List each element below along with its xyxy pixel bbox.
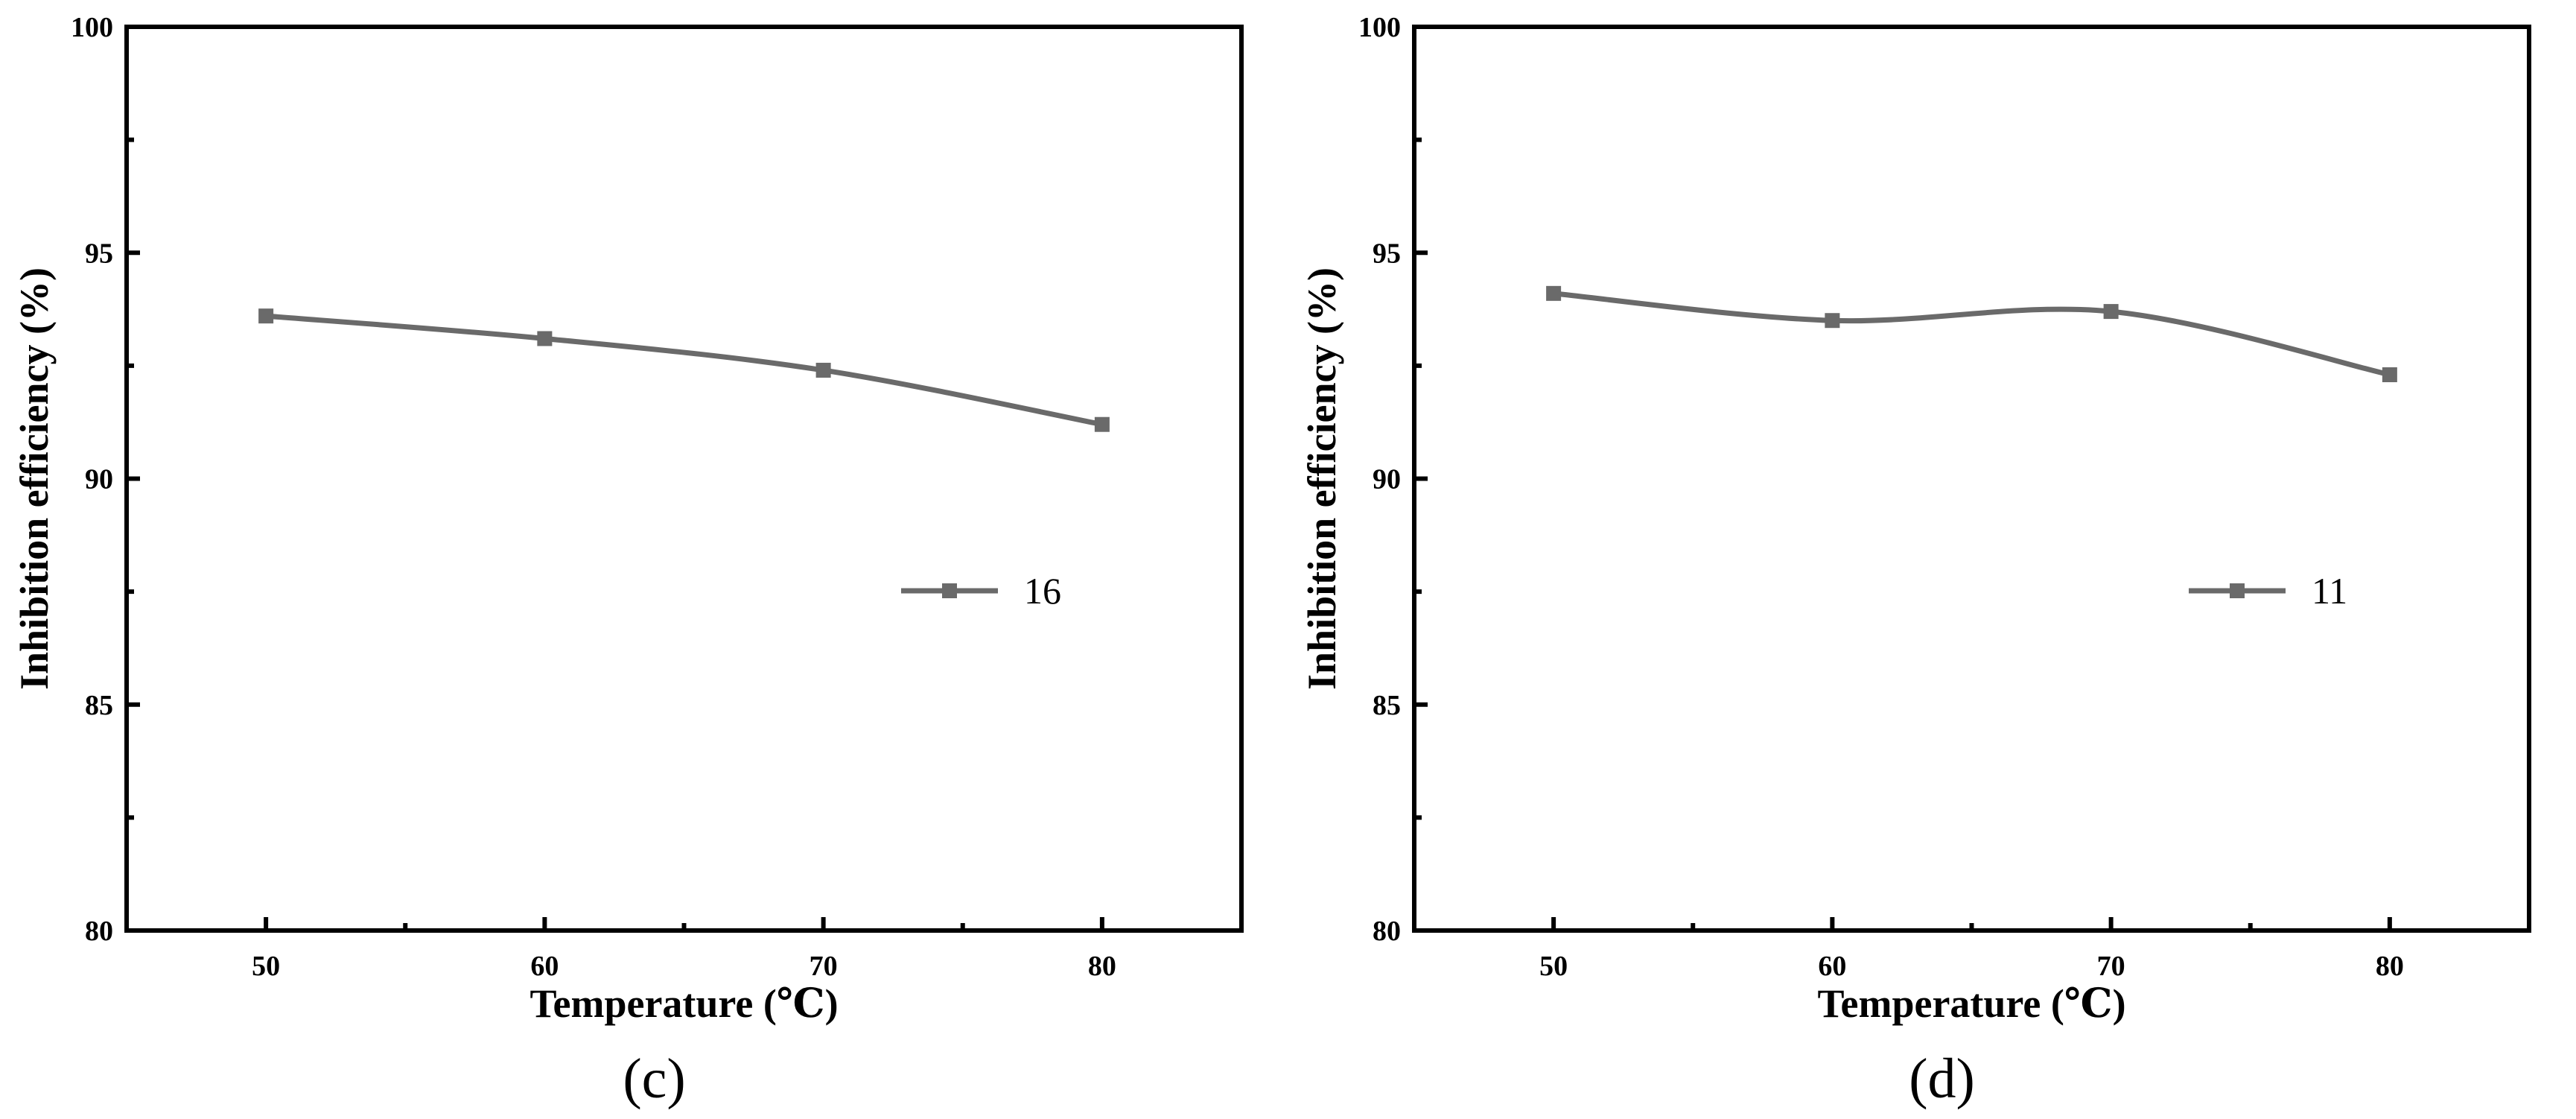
chart-1-panel-label: (d) (1909, 1047, 1975, 1110)
chart-0-legend-label: 16 (1024, 570, 1061, 612)
chart-1-ytick-label: 85 (1373, 690, 1401, 721)
chart-panel-d: 80 85 90 95 100 50 60 70 80 Temperature (℃) Inhibi… (1288, 0, 2575, 1119)
chart-0-ytick-label: 100 (71, 12, 113, 43)
chart-0-xtick-label: 80 (1088, 951, 1116, 982)
chart-0-y-axis-title: Inhibition efficiency (%) (12, 267, 57, 690)
chart-1-legend-marker (2230, 583, 2245, 598)
chart-0-data-point (258, 308, 274, 324)
chart-1-x-axis-title: Temperature (℃) (1817, 981, 2125, 1026)
chart-0-panel-label: (c) (623, 1047, 685, 1110)
chart-1-plot-frame (1412, 25, 2531, 933)
chart-0-series-line (263, 313, 1105, 428)
chart-1-data-point (1825, 313, 1840, 329)
chart-1-ytick-label: 90 (1373, 464, 1401, 495)
chart-1-data-point (1546, 285, 1562, 301)
chart-panel-c: 80 85 90 95 100 50 60 70 80 Temperature (℃) Inhibi… (12, 12, 1244, 1110)
chart-1-y-axis-title: Inhibition efficiency (%) (1300, 267, 1344, 690)
chart-1-series-line (1551, 291, 2393, 378)
chart-0-xtick-label: 50 (252, 951, 280, 982)
chart-1-ytick-label: 95 (1373, 238, 1401, 269)
chart-0-plot-frame (124, 25, 1244, 933)
chart-0-xtick-label: 60 (530, 951, 559, 982)
chart-0-ytick-label: 90 (85, 464, 113, 495)
chart-1-data-point (2382, 367, 2397, 383)
chart-1-legend-label: 11 (2312, 570, 2347, 612)
chart-0-ytick-label: 85 (85, 690, 113, 721)
chart-1-xtick-label: 80 (2376, 951, 2404, 982)
chart-0-data-point (537, 331, 553, 346)
chart-0-ytick-label: 80 (85, 916, 113, 947)
chart-1-ytick-label: 80 (1373, 916, 1401, 947)
chart-0-ytick-label: 95 (85, 238, 113, 269)
chart-d-svg: 80 85 90 95 100 50 60 70 80 Temperature (℃) Inhibi… (1300, 12, 2531, 1110)
chart-0-data-point (815, 362, 831, 378)
chart-0-data-point (1094, 416, 1110, 432)
chart-1-xtick-label: 50 (1539, 951, 1568, 982)
chart-1-xtick-label: 60 (1818, 951, 1846, 982)
chart-0-xtick-label: 70 (810, 951, 838, 982)
chart-1-xtick-label: 70 (2097, 951, 2125, 982)
chart-c-svg: 80 85 90 95 100 50 60 70 80 Temperature (℃) Inhibi… (12, 12, 1244, 1110)
chart-0-x-axis-title: Temperature (℃) (529, 981, 838, 1026)
chart-0-legend-marker (942, 583, 957, 598)
chart-1-ytick-label: 100 (1358, 12, 1401, 43)
chart-1-data-point (2103, 304, 2119, 320)
